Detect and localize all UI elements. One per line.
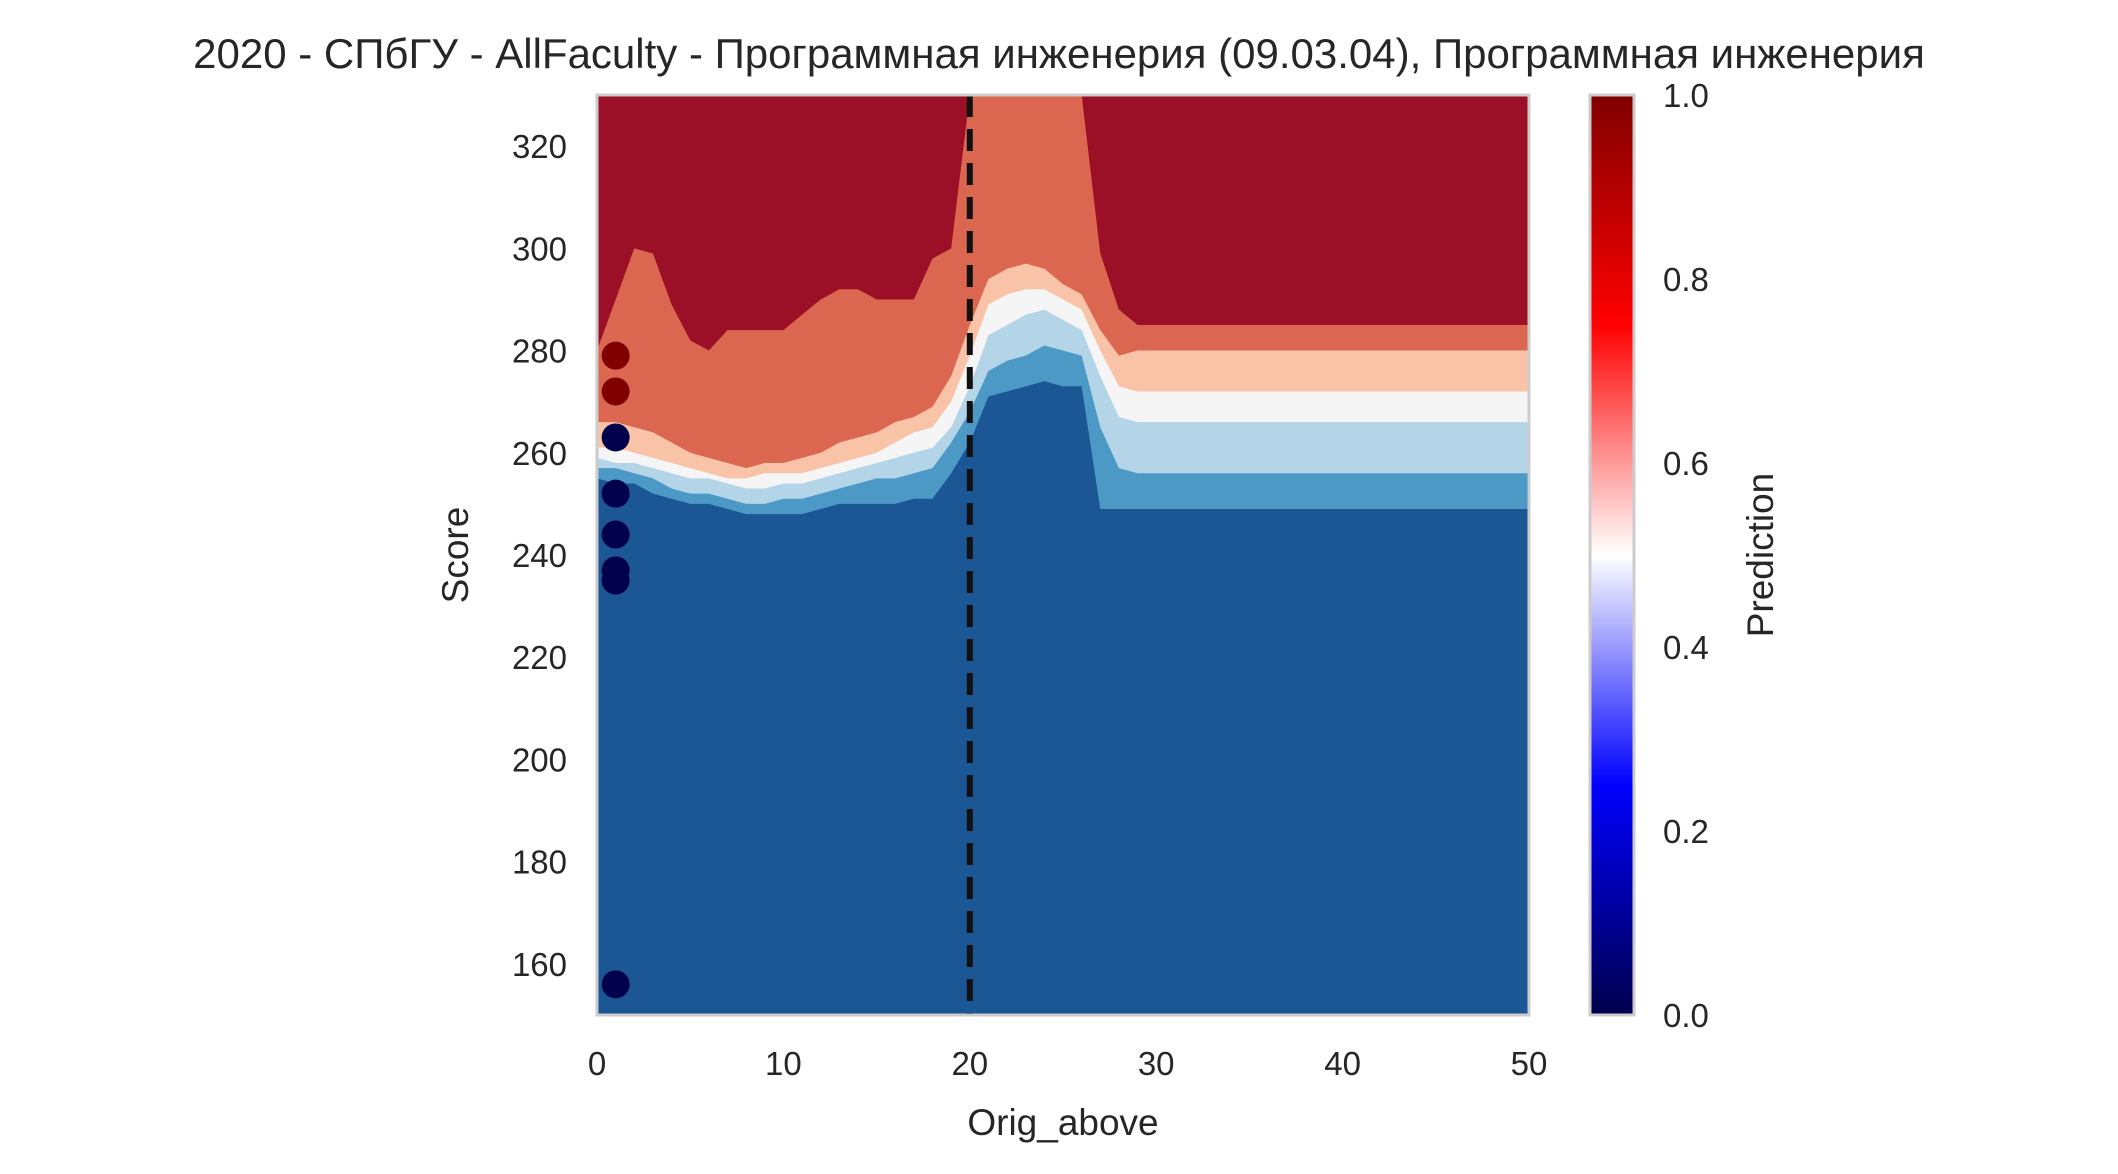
x-tick-label: 40 [1324, 1045, 1361, 1082]
x-tick-label: 30 [1138, 1045, 1175, 1082]
y-axis-label: Score [435, 507, 476, 604]
data-point [601, 970, 630, 999]
data-point [601, 479, 630, 508]
x-tick-label: 50 [1511, 1045, 1548, 1082]
y-tick-label: 260 [512, 435, 567, 472]
contour-band [597, 381, 1529, 1015]
data-point [601, 377, 630, 406]
chart-title: 2020 - СПбГУ - AllFaculty - Программная … [193, 30, 1925, 77]
y-tick-label: 160 [512, 946, 567, 983]
y-tick-label: 240 [512, 537, 567, 574]
plot-frame [595, 93, 1531, 1017]
y-tick-label: 180 [512, 844, 567, 881]
points-layer [601, 341, 630, 999]
colorbar-tick-label: 0.4 [1663, 629, 1709, 666]
x-tick-label: 20 [951, 1045, 988, 1082]
plot-area [595, 93, 1531, 1017]
colorbar-gradient [1588, 93, 1636, 1017]
y-axis-ticks: 160 180 200 220 240 260 280 300 320 [512, 128, 567, 983]
colorbar-tick-label: 0.6 [1663, 445, 1709, 482]
y-tick-label: 220 [512, 639, 567, 676]
data-point [601, 520, 630, 549]
y-tick-label: 320 [512, 128, 567, 165]
x-tick-label: 0 [588, 1045, 606, 1082]
colorbar-tick-label: 0.0 [1663, 997, 1709, 1034]
x-tick-label: 10 [765, 1045, 802, 1082]
data-point [601, 423, 630, 452]
colorbar: 0.0 0.2 0.4 0.6 0.8 1.0 Prediction [1588, 77, 1781, 1034]
x-axis-label: Orig_above [967, 1102, 1158, 1143]
contour-layer [597, 95, 1529, 1015]
y-tick-label: 280 [512, 333, 567, 370]
colorbar-tick-label: 1.0 [1663, 77, 1709, 114]
data-point [601, 341, 630, 370]
y-tick-label: 300 [512, 230, 567, 267]
colorbar-label: Prediction [1740, 473, 1781, 638]
colorbar-tick-label: 0.8 [1663, 261, 1709, 298]
colorbar-ticks: 0.0 0.2 0.4 0.6 0.8 1.0 [1663, 77, 1709, 1034]
x-axis-ticks: 0 10 20 30 40 50 [588, 1045, 1548, 1082]
colorbar-tick-label: 0.2 [1663, 813, 1709, 850]
y-tick-label: 200 [512, 741, 567, 778]
data-point [601, 566, 630, 595]
